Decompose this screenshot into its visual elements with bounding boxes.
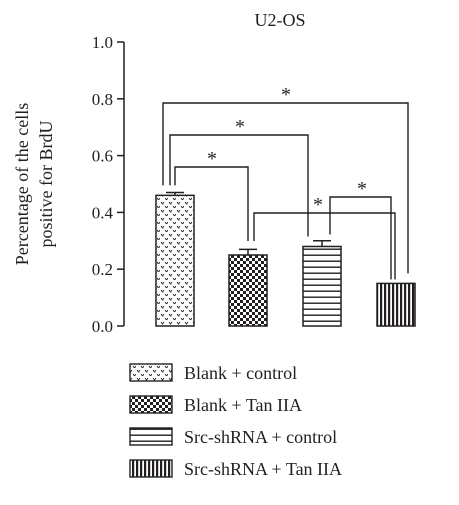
significance-bracket: [169, 134, 309, 237]
significance-star: *: [235, 116, 245, 138]
y-tick-label: 0.4: [92, 203, 114, 222]
y-tick-label: 0.8: [92, 90, 113, 109]
legend-swatch: [129, 459, 173, 478]
legend-label: Src-shRNA + Tan IIA: [184, 459, 342, 479]
significance-bracket: [253, 212, 396, 280]
legend-swatch: [129, 363, 173, 382]
significance-bracket: [329, 196, 392, 280]
legend-swatch: [129, 427, 173, 446]
significance-bracket: [174, 166, 249, 241]
bar: [302, 245, 342, 327]
significance-star: *: [357, 178, 367, 200]
legend-label: Blank + control: [184, 363, 297, 383]
legend: Blank + control Blank + Tan IIA Src-shRNA …: [129, 363, 342, 479]
y-tick-label: 0.6: [92, 147, 113, 166]
legend-label: Blank + Tan IIA: [184, 395, 302, 415]
significance-star: *: [313, 194, 323, 216]
bar: [376, 282, 416, 327]
chart-title: U2-OS: [254, 10, 305, 30]
significance-star: *: [207, 148, 217, 170]
legend-swatch: [129, 395, 173, 414]
y-tick-label: 0.2: [92, 260, 113, 279]
bar: [228, 254, 268, 327]
legend-label: Src-shRNA + control: [184, 427, 337, 447]
y-tick-label: 1.0: [92, 33, 113, 52]
significance-bracket: [162, 102, 409, 274]
significance-star: *: [281, 84, 291, 106]
significance-brackets: * * * * *: [162, 84, 409, 280]
y-tick-label: 0.0: [92, 317, 113, 336]
bars: [155, 191, 416, 327]
y-ticks: 0.0 0.2 0.4 0.6 0.8 1.0: [92, 33, 124, 336]
bar: [155, 194, 195, 327]
y-axis-label-line-1: Percentage of the cells: [12, 103, 32, 265]
y-axis-label-line-2: positive for BrdU: [36, 121, 56, 248]
